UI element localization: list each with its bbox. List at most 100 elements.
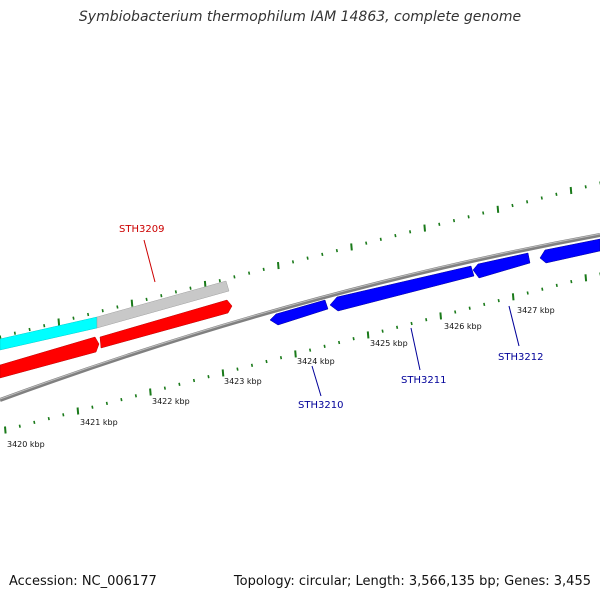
- minor-tick: [526, 291, 529, 295]
- minor-tick: [467, 215, 470, 219]
- major-tick: [350, 243, 353, 251]
- minor-tick: [101, 309, 104, 313]
- major-tick: [366, 331, 370, 339]
- minor-tick: [192, 378, 196, 383]
- minor-tick: [262, 267, 265, 272]
- label-connector-STH3210: [311, 365, 322, 397]
- gene-label-STH3211[interactable]: STH3211: [401, 375, 446, 386]
- minor-tick: [120, 397, 123, 402]
- scale-label-3424: 3424 kbp: [297, 357, 335, 366]
- minor-tick: [454, 310, 457, 314]
- minor-tick: [47, 416, 50, 421]
- minor-tick: [207, 375, 210, 379]
- minor-tick: [18, 424, 21, 428]
- major-tick: [4, 426, 7, 434]
- minor-tick: [87, 312, 90, 317]
- scale-label-3427: 3427 kbp: [517, 306, 555, 315]
- minor-tick: [381, 329, 384, 333]
- scale-label-3421: 3421 kbp: [80, 418, 118, 427]
- lower-tick-row: [4, 272, 600, 434]
- major-tick: [294, 350, 297, 358]
- gene-blue-right[interactable]: [539, 238, 600, 264]
- minor-tick: [233, 275, 236, 279]
- backbone-highlight: [0, 233, 600, 400]
- minor-tick: [236, 367, 239, 371]
- minor-tick: [438, 222, 441, 226]
- minor-tick: [409, 230, 412, 234]
- minor-tick: [555, 192, 558, 196]
- minor-tick: [134, 394, 137, 398]
- minor-tick: [248, 271, 251, 275]
- minor-tick: [105, 401, 108, 406]
- minor-tick: [189, 286, 192, 290]
- minor-tick: [28, 327, 31, 332]
- minor-tick: [291, 260, 295, 264]
- gene-STH3212[interactable]: [472, 252, 531, 279]
- minor-tick: [178, 382, 181, 386]
- minor-tick: [396, 325, 399, 329]
- major-tick: [149, 388, 152, 396]
- gene-STH3211[interactable]: [329, 265, 475, 312]
- gene-label-STH3210[interactable]: STH3210: [298, 400, 343, 411]
- label-connector-STH3211: [410, 327, 421, 371]
- minor-tick: [323, 344, 326, 348]
- minor-tick: [541, 287, 544, 291]
- minor-tick: [62, 413, 65, 417]
- major-tick: [423, 224, 426, 232]
- minor-tick: [483, 302, 486, 307]
- genome-summary-text: Topology: circular; Length: 3,566,135 bp…: [233, 574, 591, 589]
- minor-tick: [365, 241, 368, 245]
- major-tick: [511, 293, 515, 301]
- minor-tick: [482, 211, 485, 215]
- gene-STH3209[interactable]: [99, 299, 233, 349]
- minor-tick: [309, 348, 312, 352]
- scale-label-3420: 3420 kbp: [7, 440, 45, 449]
- gene-grey-feature[interactable]: [96, 280, 230, 329]
- gene-red-left[interactable]: [0, 336, 100, 379]
- minor-tick: [91, 405, 94, 409]
- major-tick: [221, 369, 225, 377]
- minor-tick: [160, 294, 163, 298]
- scale-label-3425: 3425 kbp: [370, 339, 408, 348]
- minor-tick: [145, 297, 148, 302]
- major-tick: [277, 262, 280, 270]
- accession-text: Accession: NC_006177: [9, 574, 157, 589]
- minor-tick: [306, 256, 309, 260]
- upper-tick-row: [0, 181, 600, 339]
- minor-tick: [116, 305, 119, 309]
- major-tick: [130, 299, 134, 307]
- scale-label-3423: 3423 kbp: [224, 377, 262, 386]
- major-tick: [439, 312, 442, 320]
- minor-tick: [33, 420, 36, 425]
- minor-tick: [13, 331, 16, 335]
- minor-tick: [394, 233, 397, 238]
- minor-tick: [218, 279, 221, 283]
- gene-label-STH3209[interactable]: STH3209: [119, 224, 164, 235]
- label-connector-STH3209: [143, 239, 156, 283]
- minor-tick: [43, 324, 46, 328]
- scale-label-3422: 3422 kbp: [152, 397, 190, 406]
- major-tick: [569, 186, 573, 195]
- minor-tick: [540, 196, 543, 200]
- genome-title: Symbiobacterium thermophilum IAM 14863, …: [78, 9, 522, 25]
- minor-tick: [250, 363, 254, 367]
- minor-tick: [468, 306, 471, 310]
- major-tick: [76, 407, 80, 415]
- minor-tick: [452, 218, 456, 223]
- genome-backbone: [0, 233, 600, 402]
- minor-tick: [584, 185, 587, 189]
- minor-tick: [555, 283, 558, 288]
- minor-tick: [335, 248, 338, 253]
- minor-tick: [72, 316, 75, 320]
- gene-label-STH3212[interactable]: STH3212: [498, 352, 543, 363]
- minor-tick: [425, 318, 428, 322]
- gene-STH3210[interactable]: [269, 299, 329, 326]
- scale-label-3426: 3426 kbp: [444, 322, 482, 331]
- minor-tick: [570, 279, 573, 284]
- major-tick: [584, 274, 588, 282]
- minor-tick: [321, 252, 324, 257]
- minor-tick: [163, 386, 166, 390]
- minor-tick: [497, 298, 500, 303]
